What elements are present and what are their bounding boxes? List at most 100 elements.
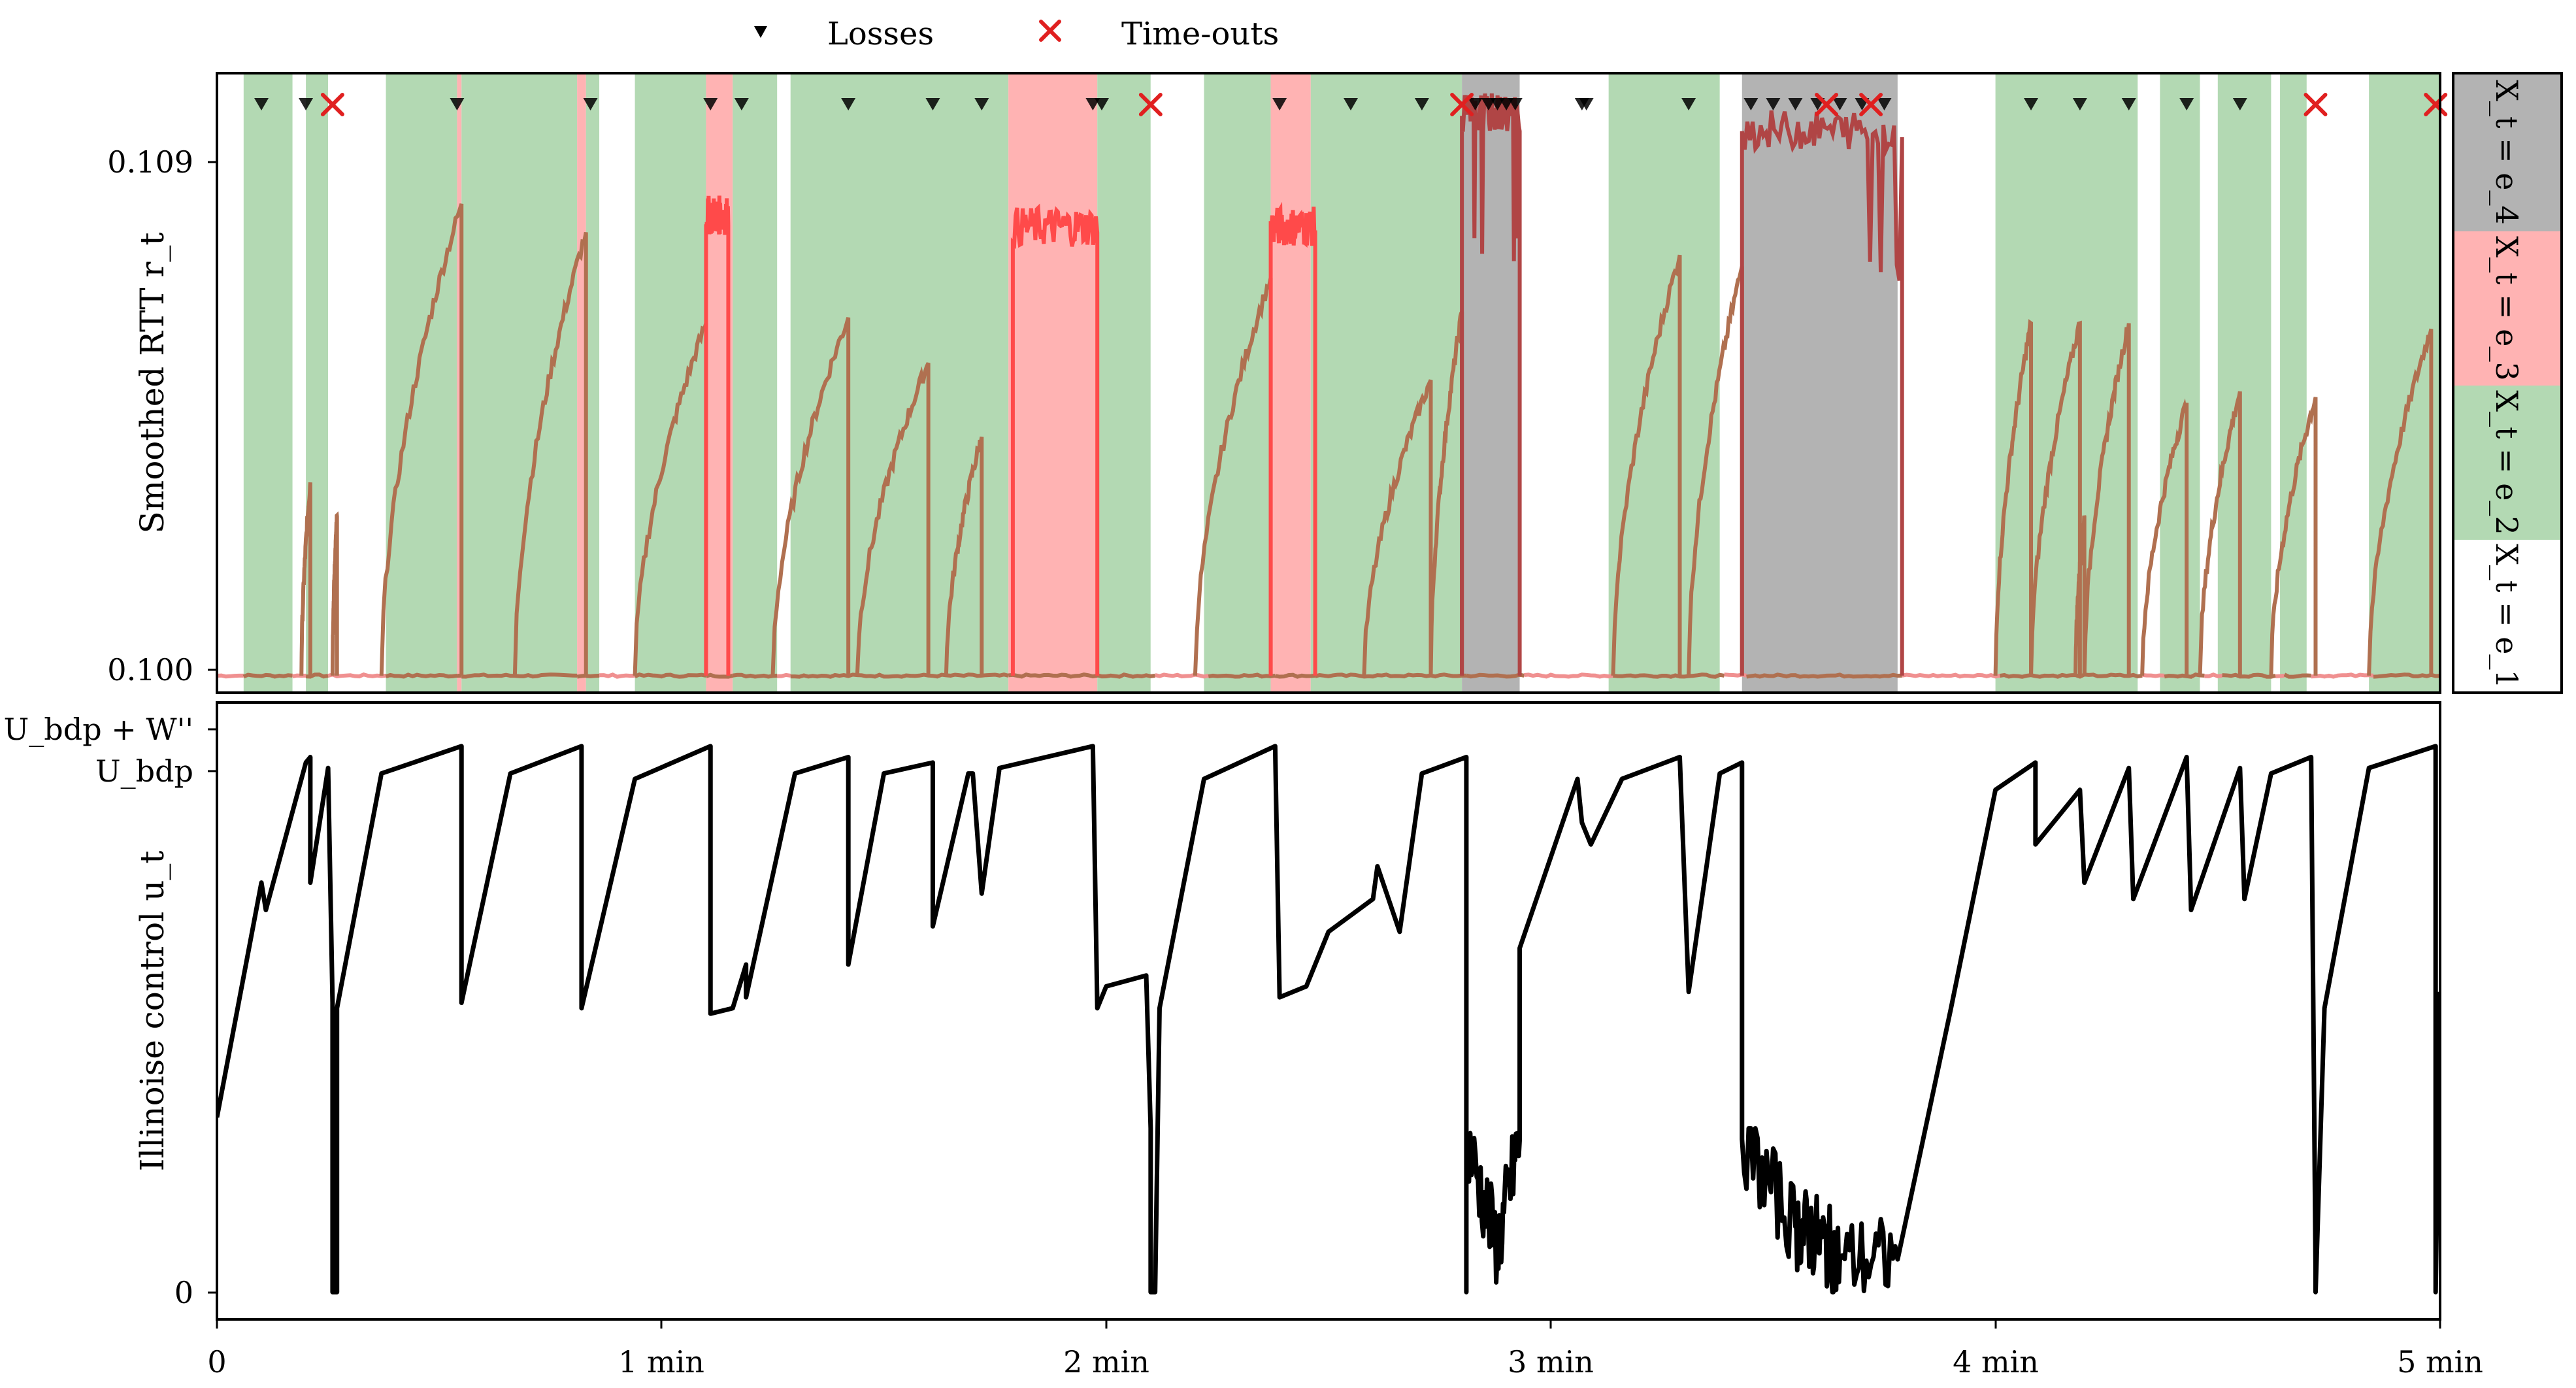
- control-line-path: [217, 744, 2440, 1295]
- rtt-ramp-0: [299, 482, 312, 676]
- loss-marker-20: [1579, 98, 1594, 110]
- state-legend-e1-swatch: [2453, 540, 2562, 693]
- loss-marker-3: [583, 98, 598, 110]
- state-legend-e4-label: X_t = e_4: [2489, 80, 2524, 225]
- loss-legend-label: Losses: [827, 16, 934, 52]
- rtt-ramp-2: [379, 203, 464, 676]
- top-y-axis-label: Smoothed RTT r_t: [133, 233, 171, 534]
- timeout-marker-5: [2304, 93, 2328, 116]
- rtt-ramp-14: [2029, 320, 2082, 676]
- rtt-baseline-e1: [599, 672, 635, 679]
- loss-marker-30: [2072, 98, 2087, 110]
- loss-marker-5: [734, 98, 749, 110]
- timeout-marker-6: [2424, 93, 2448, 116]
- rtt-baseline-e3: [576, 673, 587, 679]
- rtt-ramp-6: [855, 362, 931, 676]
- rtt-ramp-1: [330, 511, 339, 676]
- rtt-baseline-e2: [1314, 672, 1467, 679]
- state-band-e2-24: [1608, 73, 1720, 693]
- loss-marker-32: [2179, 98, 2194, 110]
- loss-marker-6: [841, 98, 856, 110]
- rtt-baseline-e2: [2283, 672, 2311, 679]
- rtt-ramp-9: [1362, 379, 1433, 676]
- state-band-e2-36: [2369, 73, 2440, 693]
- state-band-e2-9: [586, 73, 600, 693]
- loss-marker-31: [2121, 98, 2136, 110]
- bottom-ytick-label-ubdp-w: U_bdp + W'': [4, 712, 193, 747]
- rtt-ramp-8: [1193, 277, 1273, 676]
- state-legend-e4-swatch: [2453, 73, 2562, 231]
- x-axis: 0 1 min 2 min 3 min 4 min 5 min: [207, 1319, 2483, 1380]
- rtt-plateau-1: [1010, 203, 1100, 676]
- state-band-e4-26: [1742, 73, 1898, 693]
- loss-marker-11: [1272, 98, 1287, 110]
- state-legend-e3-label: X_t = e_3: [2489, 236, 2524, 381]
- rtt-ramp-12: [1687, 265, 1744, 676]
- state-legend: X_t = e_4 X_t = e_3 X_t = e_2 X_t = e_1: [2452, 72, 2563, 694]
- rtt-baseline-e2: [1097, 672, 1156, 679]
- xtick-label-3: 3 min: [1508, 1344, 1594, 1380]
- state-legend-e2-swatch: [2453, 386, 2562, 540]
- top-y-ticks: 0.109 0.100: [107, 144, 217, 687]
- rtt-baseline-e2: [634, 672, 706, 679]
- loss-marker-26: [1832, 98, 1847, 110]
- xtick-label-2: 2 min: [1063, 1344, 1149, 1380]
- xtick-label-4: 4 min: [1953, 1344, 2039, 1380]
- rtt-baseline-e3: [1008, 672, 1098, 679]
- rtt-ramp-13: [1993, 319, 2034, 676]
- rtt-baseline-e2: [790, 672, 1009, 679]
- rtt-baseline-e1: [1524, 672, 1613, 679]
- rtt-ramp-15: [2073, 515, 2087, 676]
- event-markers: [254, 93, 2448, 116]
- rtt-ramp-5: [770, 317, 851, 676]
- state-band-e1-2: [292, 73, 306, 693]
- loss-marker-12: [1344, 98, 1359, 110]
- top-panel-frame: [216, 72, 2441, 694]
- state-band-e2-21: [1310, 73, 1462, 693]
- state-band-e2-5: [386, 73, 457, 693]
- bottom-y-axis-label: Illinoise control u_t: [133, 851, 171, 1172]
- loss-marker-23: [1766, 98, 1781, 110]
- rtt-ramp-7: [944, 437, 984, 676]
- rtt-baseline-e2: [1613, 672, 1725, 679]
- loss-marker-28: [1877, 98, 1892, 110]
- rtt-baseline-e2: [2373, 672, 2440, 679]
- timeout-marker-2: [1450, 93, 1474, 116]
- state-legend-e1-label: X_t = e_1: [2489, 544, 2524, 689]
- state-legend-e3-swatch: [2453, 231, 2562, 386]
- rtt-baseline-e2: [2222, 672, 2276, 679]
- loss-marker-7: [925, 98, 940, 110]
- state-band-e3-8: [577, 73, 586, 693]
- top-ytick-label-0100: 0.100: [107, 652, 193, 687]
- top-legend: Losses Time-outs: [754, 16, 1279, 52]
- state-legend-e2-label: X_t = e_2: [2489, 390, 2524, 535]
- rtt-baseline-e2: [1999, 672, 2143, 679]
- state-band-e1-23: [1519, 73, 1609, 693]
- state-band-e3-16: [1008, 73, 1098, 693]
- rtt-ramp-11: [1611, 254, 1682, 676]
- rtt-baseline-e1: [217, 673, 244, 679]
- rtt-baseline-e1: [1902, 672, 2001, 679]
- timeout-marker-stroke: [1815, 93, 1839, 116]
- timeout-marker-stroke: [2424, 93, 2448, 116]
- timeout-marker-0: [320, 93, 344, 116]
- timeout-legend-label: Time-outs: [1121, 16, 1279, 52]
- timeout-marker-stroke: [1450, 93, 1474, 116]
- rtt-baseline-e2: [305, 672, 329, 679]
- rtt-baseline-e2: [461, 672, 578, 679]
- state-band-e2-32: [2217, 73, 2271, 693]
- loss-legend-marker: [754, 26, 767, 38]
- loss-marker-24: [1788, 98, 1803, 110]
- timeout-marker-stroke: [2304, 93, 2328, 116]
- state-legend-frame: [2452, 72, 2563, 694]
- loss-marker-18: [1508, 98, 1523, 110]
- bottom-ytick-label-ubdp: U_bdp: [95, 753, 193, 789]
- xtick-label-1: 1 min: [618, 1344, 704, 1380]
- rtt-baseline-e4: [1746, 672, 1902, 679]
- timeout-marker-stroke: [1859, 93, 1883, 116]
- state-band-e1-18: [1150, 73, 1204, 693]
- loss-marker-14: [1468, 98, 1483, 110]
- rtt-baseline-e3: [1274, 672, 1315, 679]
- rtt-baseline-e1: [2141, 672, 2165, 678]
